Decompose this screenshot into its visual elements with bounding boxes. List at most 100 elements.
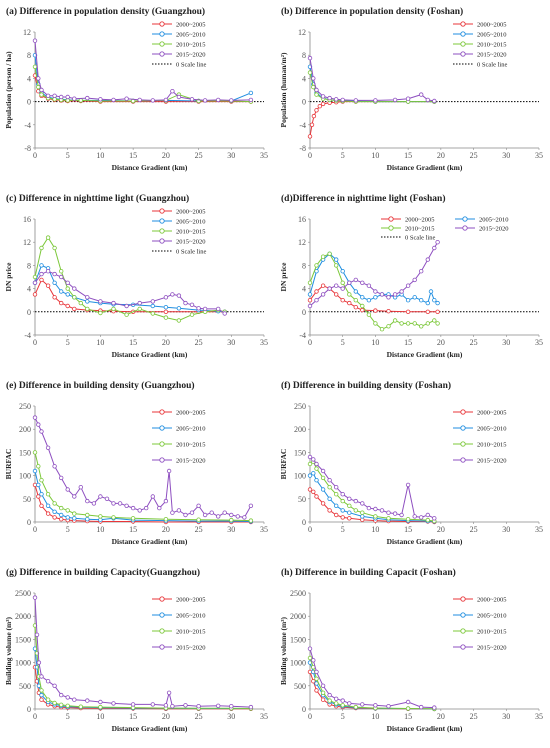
data-point — [248, 97, 254, 103]
data-point — [340, 286, 345, 291]
data-point — [320, 94, 326, 99]
legend-marker — [159, 41, 165, 47]
chart-title: (e) Difference in building density (Guan… — [6, 380, 195, 391]
data-point — [137, 306, 142, 312]
legend-marker — [460, 612, 466, 618]
x-tick-label: 10 — [96, 525, 104, 534]
y-tick-label: 4 — [302, 285, 306, 294]
series-2005~2010 — [307, 251, 440, 306]
legend-item: 2010~2015 — [152, 228, 206, 235]
data-point — [150, 702, 155, 707]
legend-marker — [159, 21, 165, 27]
data-point — [320, 683, 326, 688]
y-tick-label: 100 — [19, 472, 31, 481]
y-axis-label: Population (human/m²) — [279, 52, 288, 127]
data-point — [176, 94, 182, 100]
legend-label: 2015~2020 — [176, 644, 206, 651]
chart-svg-b: (b) Difference in population density (Fo… — [279, 6, 543, 172]
data-point — [307, 297, 313, 303]
data-point — [432, 98, 437, 104]
y-axis-label: BURFAC — [4, 449, 13, 480]
series-2005~2010 — [32, 53, 254, 104]
legend-label: 2000~2005 — [176, 596, 206, 603]
x-tick-label: 10 — [96, 712, 104, 721]
legend-item: 2005~2010 — [152, 31, 206, 38]
legend-label: 2000~2005 — [176, 409, 206, 416]
legend-marker — [460, 31, 466, 37]
x-tick-label: 35 — [535, 151, 543, 160]
data-point — [85, 295, 90, 300]
x-tick-label: 30 — [502, 151, 510, 160]
legend-item: 2000~2005 — [152, 208, 206, 215]
legend-label: 2010~2015 — [477, 628, 507, 635]
data-point — [432, 318, 437, 323]
legend-label: 2010~2015 — [176, 441, 206, 448]
x-axis-label: Distance Gradient (km) — [387, 724, 463, 733]
data-point — [65, 695, 70, 700]
series-line — [34, 667, 251, 710]
data-point — [39, 263, 44, 268]
data-point — [373, 98, 378, 103]
data-point — [52, 245, 57, 251]
data-point — [52, 700, 57, 706]
legend-marker — [159, 31, 165, 37]
data-point — [176, 508, 182, 513]
x-tick-label: 20 — [437, 151, 445, 160]
data-point — [59, 300, 64, 306]
data-point — [222, 510, 227, 515]
legend-marker — [460, 596, 466, 602]
data-point — [183, 703, 188, 708]
data-point — [373, 321, 378, 326]
series-2015~2020 — [307, 55, 437, 104]
data-point — [309, 122, 315, 127]
data-point — [311, 457, 316, 462]
series-2010~2015 — [307, 459, 437, 524]
data-point — [307, 473, 313, 478]
data-point — [320, 292, 326, 297]
data-point — [373, 703, 378, 708]
data-point — [34, 632, 40, 637]
y-tick-label: 500 — [294, 682, 306, 691]
data-point — [52, 295, 57, 300]
x-axis-label: Distance Gradient (km) — [387, 350, 463, 359]
y-tick-label: 12 — [23, 28, 31, 37]
legend-item: 2010~2015 — [453, 628, 507, 635]
data-point — [166, 690, 172, 695]
x-tick-label: 0 — [308, 712, 312, 721]
series-line — [34, 55, 252, 102]
data-point — [65, 303, 70, 309]
data-point — [65, 703, 70, 708]
x-tick-label: 25 — [470, 712, 478, 721]
legend-label: 2005~2010 — [477, 425, 507, 432]
series-2005~2010 — [32, 646, 254, 711]
y-tick-label: 0 — [27, 705, 31, 714]
series-2000~2005 — [32, 482, 254, 525]
data-point — [52, 271, 57, 277]
data-point — [150, 98, 155, 103]
data-point — [320, 468, 326, 474]
y-tick-label: 1000 — [15, 659, 31, 668]
series-2000~2005 — [307, 99, 437, 139]
data-point — [170, 703, 175, 709]
data-point — [98, 299, 103, 304]
x-tick-label: 10 — [371, 712, 379, 721]
y-tick-label: 8 — [27, 261, 31, 270]
series-line — [34, 279, 225, 313]
data-point — [353, 98, 358, 103]
data-point — [143, 505, 149, 511]
y-tick-label: 0 — [302, 518, 306, 527]
x-tick-label: 30 — [502, 338, 510, 347]
legend-label: 2015~2020 — [176, 51, 206, 58]
data-point — [340, 268, 345, 274]
data-point — [353, 508, 358, 513]
data-point — [163, 304, 169, 310]
data-point — [353, 704, 358, 710]
data-point — [353, 498, 358, 504]
legend-item: 2005~2010 — [152, 218, 206, 225]
data-point — [65, 292, 70, 297]
x-tick-label: 20 — [162, 151, 170, 160]
data-point — [36, 494, 41, 499]
data-point — [137, 97, 142, 103]
legend-item: 2005~2010 — [455, 216, 509, 223]
series-line — [34, 417, 252, 518]
